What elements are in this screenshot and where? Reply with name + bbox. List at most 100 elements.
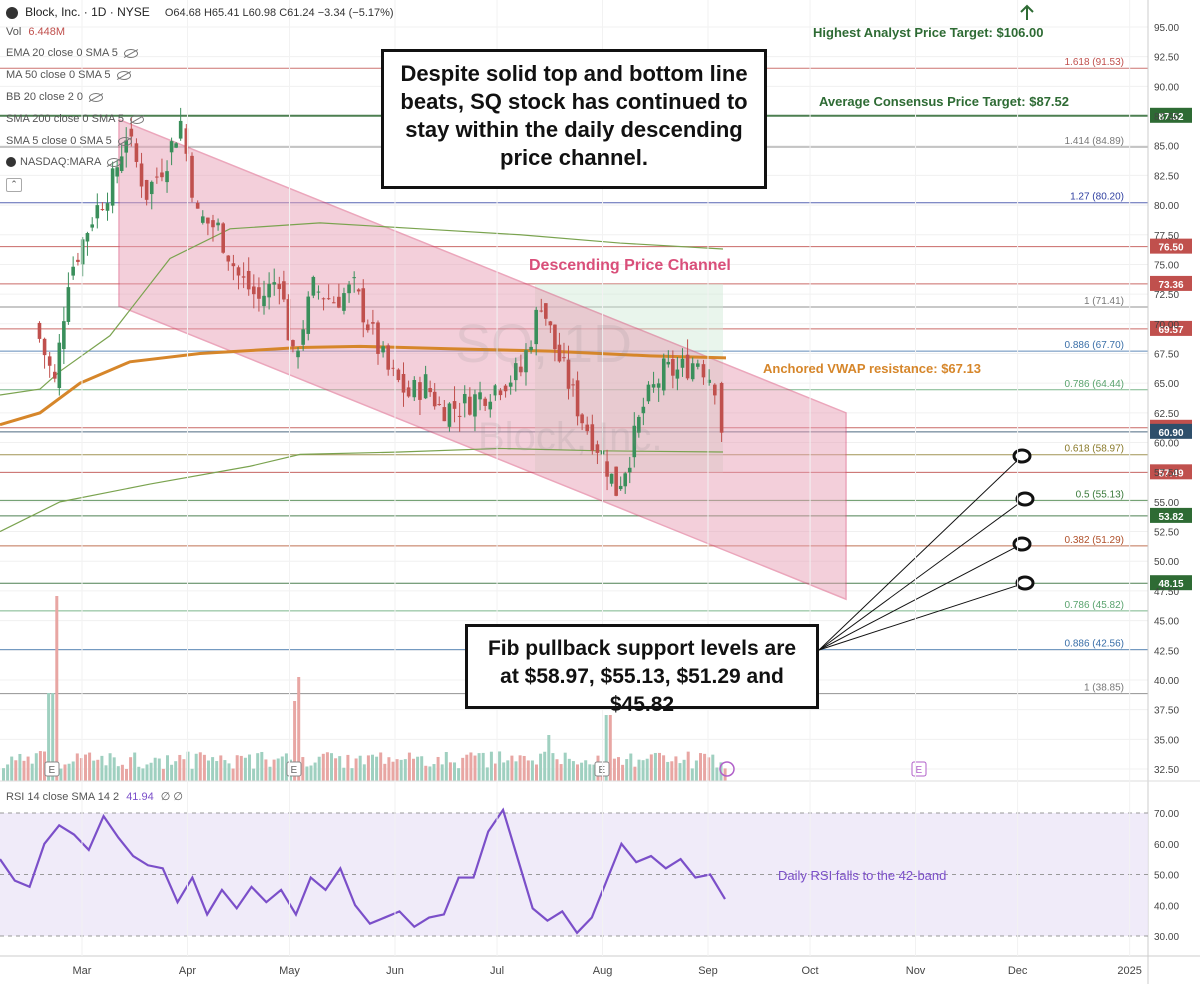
volume-bar bbox=[707, 757, 711, 781]
volume-bar bbox=[88, 752, 92, 781]
chart-annotation: Descending Price Channel bbox=[529, 257, 731, 274]
volume-value: 6.448M bbox=[28, 26, 66, 38]
candle-body bbox=[580, 414, 584, 424]
candle-body bbox=[483, 398, 487, 406]
price-tick-label: 52.50 bbox=[1154, 528, 1179, 539]
earnings-letter: E bbox=[916, 765, 923, 776]
hidden-eye-icon[interactable] bbox=[130, 114, 145, 124]
volume-bar bbox=[653, 752, 657, 781]
price-label-text: 69.57 bbox=[1158, 325, 1183, 336]
volume-bar bbox=[342, 767, 346, 781]
candle-body bbox=[539, 310, 544, 312]
candle-body bbox=[585, 424, 590, 432]
candle-body bbox=[656, 383, 661, 388]
volume-bar bbox=[174, 761, 178, 781]
volume-bar bbox=[428, 766, 432, 781]
candle-body bbox=[169, 141, 174, 153]
fib-label: 1 (38.85) bbox=[1084, 683, 1124, 694]
volume-bar bbox=[276, 758, 280, 781]
volume-bar bbox=[92, 760, 96, 781]
candle-body bbox=[637, 416, 641, 433]
candle-body bbox=[124, 140, 129, 153]
volume-bar bbox=[469, 752, 473, 781]
chart-header: Block, Inc. · 1D · NYSE O64.68 H65.41 L6… bbox=[6, 5, 394, 20]
symbol-title[interactable]: Block, Inc. · 1D · NYSE bbox=[25, 5, 150, 19]
time-tick-label: Aug bbox=[593, 965, 613, 977]
volume-bar bbox=[387, 757, 391, 781]
volume-bar bbox=[120, 764, 124, 781]
hidden-eye-icon[interactable] bbox=[116, 70, 131, 80]
rsi-legend[interactable]: RSI 14 close SMA 14 2 41.94 ∅ ∅ bbox=[6, 790, 183, 803]
hidden-eye-icon[interactable] bbox=[123, 48, 138, 58]
volume-bar bbox=[473, 755, 477, 781]
indicator-row[interactable]: BB 20 close 2 0 bbox=[6, 91, 104, 103]
candle-body bbox=[47, 356, 52, 366]
candle-body bbox=[231, 263, 236, 267]
volume-bar bbox=[112, 757, 116, 781]
volume-bar bbox=[366, 755, 370, 781]
volume-bar bbox=[711, 754, 715, 781]
volume-bar bbox=[51, 693, 55, 781]
dividend-marker bbox=[719, 761, 735, 777]
candle-body bbox=[590, 424, 595, 451]
channel-fill bbox=[118, 118, 847, 601]
indicator-row[interactable]: NASDAQ:MARA bbox=[6, 156, 122, 168]
rsi-extra: ∅ ∅ bbox=[160, 791, 184, 803]
candle-body bbox=[80, 239, 85, 265]
candle-body bbox=[42, 338, 47, 356]
candle-body bbox=[376, 322, 380, 354]
volume-bar bbox=[481, 752, 485, 781]
volume-bar bbox=[539, 753, 543, 781]
volume-bar bbox=[321, 753, 325, 781]
candle-body bbox=[282, 281, 286, 300]
indicator-row[interactable]: SMA 200 close 0 SMA 5 bbox=[6, 113, 145, 125]
candle-body bbox=[661, 358, 666, 391]
price-tick-label: 72.50 bbox=[1154, 290, 1179, 301]
candle-body bbox=[651, 384, 656, 388]
volume-bar bbox=[666, 761, 670, 781]
volume-bar bbox=[567, 758, 571, 781]
hidden-eye-icon[interactable] bbox=[89, 92, 104, 102]
indicator-label: BB 20 close 2 0 bbox=[6, 91, 84, 103]
indicator-row[interactable]: MA 50 close 0 SMA 5 bbox=[6, 69, 131, 81]
indicator-row[interactable]: SMA 5 close 0 SMA 5 bbox=[6, 135, 132, 147]
volume-bar bbox=[108, 753, 112, 781]
volume-bar bbox=[625, 759, 629, 781]
earnings-letter: E bbox=[49, 765, 56, 776]
volume-bar bbox=[461, 757, 465, 781]
candle-body bbox=[418, 382, 422, 400]
price-tick-label: 62.50 bbox=[1154, 409, 1179, 420]
candle-body bbox=[675, 369, 680, 379]
volume-bar bbox=[231, 768, 235, 781]
candle-body bbox=[524, 350, 528, 373]
volume-bar bbox=[391, 761, 395, 781]
rsi-value: 41.94 bbox=[126, 791, 154, 803]
rsi-tick-label: 40.00 bbox=[1154, 901, 1179, 912]
volume-bar bbox=[182, 759, 186, 781]
volume-bar bbox=[133, 752, 137, 781]
fib-label: 1.27 (80.20) bbox=[1070, 192, 1124, 203]
candle-body bbox=[437, 404, 442, 406]
candle-body bbox=[566, 359, 571, 389]
indicator-row[interactable]: EMA 20 close 0 SMA 5 bbox=[6, 47, 138, 59]
indicator-label: SMA 200 close 0 SMA 5 bbox=[6, 113, 125, 125]
hidden-eye-icon[interactable] bbox=[107, 157, 122, 167]
volume-bar bbox=[354, 758, 358, 781]
volume-bar bbox=[2, 768, 5, 781]
volume-bar bbox=[358, 755, 362, 781]
pointer-ring bbox=[1015, 575, 1035, 591]
volume-bar bbox=[453, 762, 456, 781]
volume-bar bbox=[317, 756, 321, 781]
volume-bar bbox=[223, 760, 227, 781]
candle-body bbox=[508, 382, 513, 387]
volume-bar bbox=[104, 765, 108, 781]
price-label-text: 48.15 bbox=[1158, 579, 1183, 590]
candle-body bbox=[71, 266, 75, 276]
hidden-eye-icon[interactable] bbox=[117, 136, 132, 146]
pointer-line bbox=[818, 543, 1023, 651]
collapse-legend-button[interactable]: ⌃ bbox=[6, 178, 22, 192]
candle-body bbox=[119, 156, 124, 172]
